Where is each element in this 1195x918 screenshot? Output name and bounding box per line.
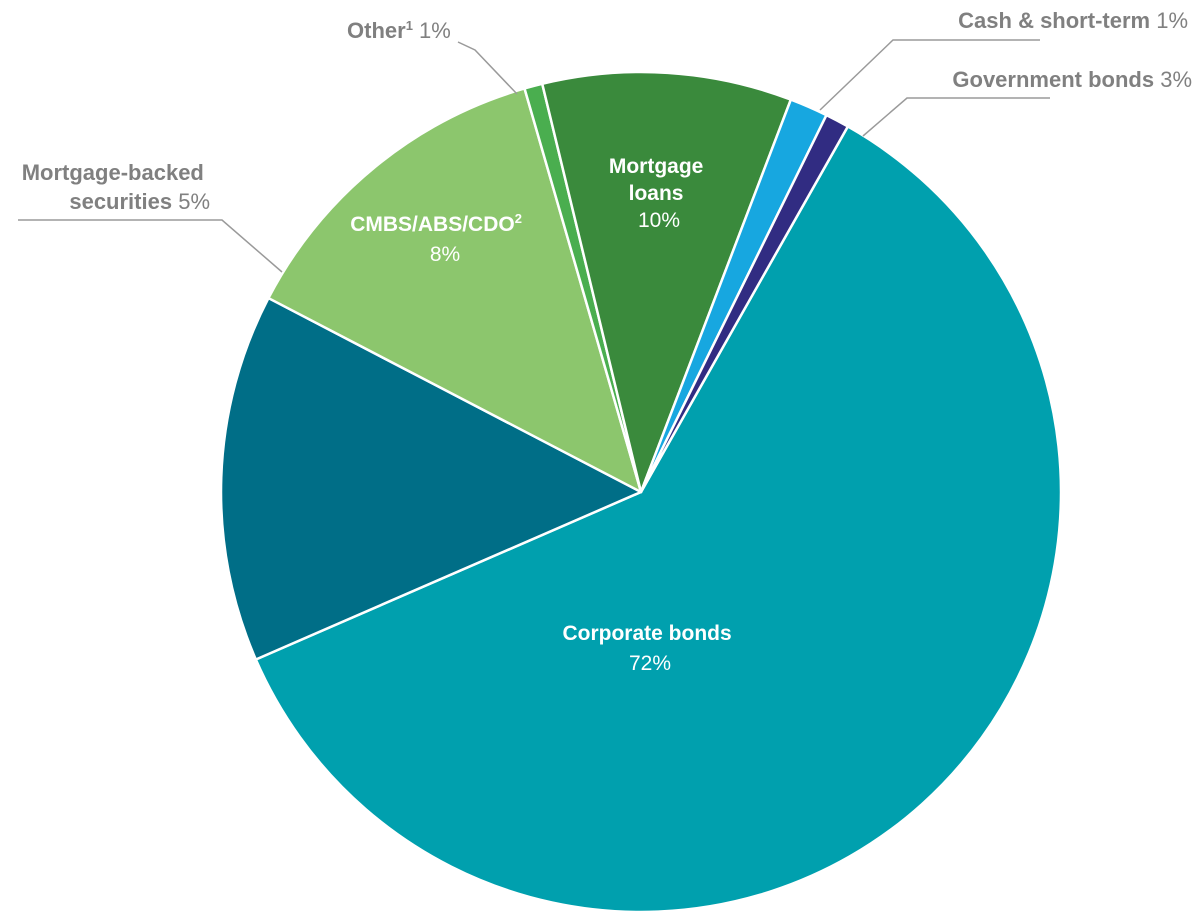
label-mbs: Mortgage-backed securities 5% [22,160,210,214]
label-other-pct: 1% [419,18,451,43]
label-cash-pct: 1% [1156,8,1188,33]
label-mbs-name-line1: Mortgage-backed [22,160,204,185]
label-mortgage-name-line2: loans [629,182,684,205]
label-cash: Cash & short-term 1% [958,8,1188,33]
label-corporate-pct: 72% [629,652,671,675]
leader-line-cash [819,39,1040,111]
leader-lines [18,39,1050,273]
label-other-name: Other [347,18,406,43]
label-cmbs-sup: 2 [515,211,522,226]
leader-line-mbs [18,219,283,273]
pie-slice-government [639,113,850,494]
label-mortgage-pct: 10% [638,209,680,232]
label-government-name: Government bonds [952,67,1154,92]
pie-slice-corporate [254,125,1063,914]
pie-slices [219,70,1063,914]
label-cmbs: CMBS/ABS/CDO2 8% [350,205,528,266]
label-mbs-pct: 5% [178,189,210,214]
label-mortgage: Mortgage loans 10% [609,155,709,232]
label-cash-name: Cash & short-term [958,8,1150,33]
label-mbs-name-line2: securities [69,189,172,214]
pie-slice-mortgage [540,70,793,494]
label-other: Other1 1% [347,18,451,43]
leader-line-government [862,97,1050,137]
label-mortgage-name-line1: Mortgage [609,155,704,178]
label-corporate: Corporate bonds 72% [562,622,737,675]
label-other-sup: 1 [406,18,413,33]
leader-line-other [457,41,518,95]
label-cmbs-pct: 8% [430,243,460,266]
pie-slice-cmbs [267,87,643,494]
label-cmbs-name: CMBS/ABS/CDO [350,213,515,236]
label-government: Government bonds 3% [952,67,1192,92]
label-government-pct: 3% [1160,67,1192,92]
pie-slice-mbs [219,296,643,661]
label-corporate-name: Corporate bonds [562,622,731,645]
